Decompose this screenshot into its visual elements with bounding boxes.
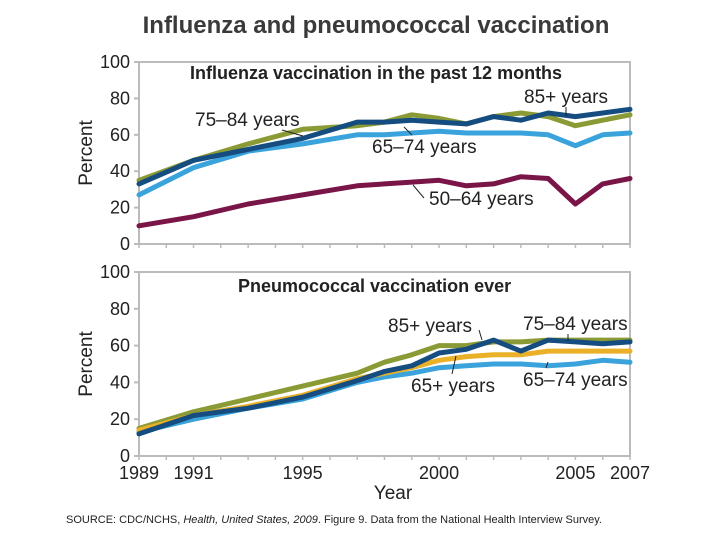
influenza-y-tick-label: 80 bbox=[110, 88, 130, 108]
influenza-line-age-75-84 bbox=[136, 110, 633, 183]
pneumococcal-y-tick-label: 40 bbox=[110, 372, 130, 392]
influenza-y-tick-label: 40 bbox=[110, 161, 130, 181]
influenza-leader-65-74 bbox=[403, 126, 413, 136]
pneumococcal-label-75-84: 75–84 years bbox=[523, 314, 628, 335]
x-tick-label: 2007 bbox=[610, 463, 650, 483]
chart-title: Influenza and pneumococcal vaccination bbox=[142, 12, 610, 39]
pneumococcal-panel-title: Pneumococcal vaccination ever bbox=[238, 276, 511, 296]
x-tick-label: 1995 bbox=[283, 463, 323, 483]
influenza-y-tick-label: 100 bbox=[100, 52, 130, 72]
pneumococcal-leader-85-plus bbox=[478, 329, 483, 341]
source-suffix: . Figure 9. Data from the National Healt… bbox=[317, 514, 602, 526]
x-axis-label: Year bbox=[374, 483, 413, 504]
influenza-panel: 0 20 40 60 80 100 Percent Influenza vaccinati… bbox=[76, 52, 633, 254]
pneumococcal-label-65-plus: 65+ years bbox=[411, 376, 495, 397]
pneumococcal-y-tick-label: 80 bbox=[110, 299, 130, 319]
pneumococcal-label-85-plus: 85+ years bbox=[388, 316, 472, 337]
pneumococcal-y-axis-label: Percent bbox=[76, 331, 97, 397]
x-tick-label: 2000 bbox=[419, 463, 459, 483]
influenza-y-axis-label: Percent bbox=[76, 120, 97, 186]
source-title: Health, United States, 2009 bbox=[183, 514, 318, 526]
pneumococcal-y-tick-label: 60 bbox=[110, 336, 130, 356]
pneumococcal-leader-65-74 bbox=[545, 361, 549, 369]
pneumococcal-panel: 0 20 40 60 80 100 1989 1991 1995 2000 2005 2007 Pe… bbox=[76, 262, 650, 504]
influenza-label-75-84: 75–84 years bbox=[195, 110, 300, 131]
influenza-label-85-plus: 85+ years bbox=[524, 87, 608, 108]
pneumococcal-x-ticks: 1989 1991 1995 2000 2005 2007 bbox=[119, 456, 650, 483]
pneumococcal-y-tick-label: 100 bbox=[100, 262, 130, 282]
influenza-line-age-65-74 bbox=[136, 128, 633, 198]
influenza-y-tick-label: 0 bbox=[120, 234, 130, 254]
influenza-label-50-64: 50–64 years bbox=[429, 189, 534, 210]
pneumococcal-leader-65-plus bbox=[451, 355, 457, 375]
pneumococcal-y-ticks: 0 20 40 60 80 100 bbox=[100, 262, 139, 466]
influenza-leader-75-84 bbox=[281, 129, 304, 137]
pneumococcal-label-65-74: 65–74 years bbox=[523, 370, 628, 391]
influenza-line-age-50-64 bbox=[136, 174, 633, 229]
influenza-leader-50-64 bbox=[412, 184, 425, 199]
pneumococcal-y-tick-label: 0 bbox=[120, 446, 130, 466]
influenza-label-65-74: 65–74 years bbox=[372, 137, 477, 158]
x-tick-label: 1991 bbox=[174, 463, 214, 483]
x-tick-label: 1989 bbox=[119, 463, 159, 483]
influenza-x-tickmarks bbox=[138, 244, 631, 248]
pneumococcal-series-lines bbox=[136, 337, 633, 437]
source-prefix: SOURCE: CDC/NCHS, bbox=[66, 514, 184, 526]
pneumococcal-line-age-85-plus bbox=[136, 337, 633, 437]
x-tick-label: 2005 bbox=[555, 463, 595, 483]
influenza-y-tick-label: 60 bbox=[110, 125, 130, 145]
influenza-panel-title: Influenza vaccination in the past 12 mon… bbox=[190, 63, 562, 83]
influenza-y-ticks: 0 20 40 60 80 100 bbox=[100, 52, 139, 254]
pneumococcal-y-tick-label: 20 bbox=[110, 409, 130, 429]
source-note: SOURCE: CDC/NCHS, Health, United States,… bbox=[66, 514, 602, 526]
influenza-y-tick-label: 20 bbox=[110, 198, 130, 218]
